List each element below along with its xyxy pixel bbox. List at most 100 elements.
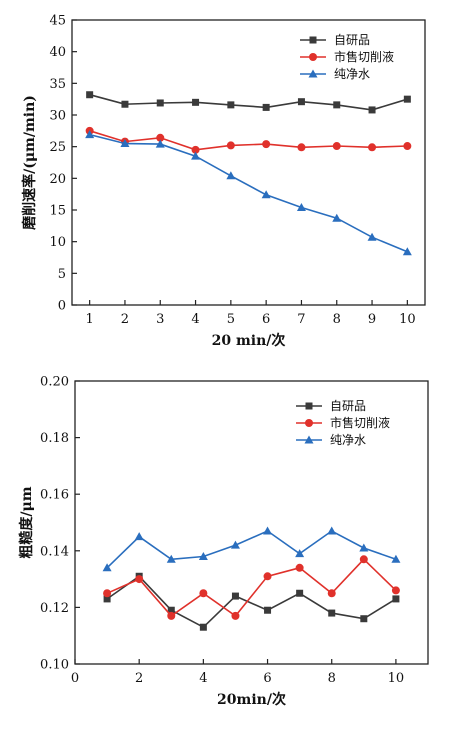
data-point (333, 101, 341, 109)
data-point (199, 589, 208, 598)
y-tick-label: 45 (49, 14, 66, 29)
data-point (332, 142, 341, 151)
data-point (199, 623, 207, 631)
x-tick-label: 8 (333, 312, 341, 327)
x-tick-label: 6 (263, 671, 271, 686)
data-point (230, 540, 240, 549)
x-tick-label: 6 (262, 312, 270, 327)
data-point (262, 103, 270, 111)
y-tick-label: 5 (58, 267, 66, 282)
data-point (391, 586, 400, 595)
legend-marker (305, 419, 313, 427)
data-point (368, 106, 376, 114)
data-point (327, 526, 337, 535)
y-tick-label: 10 (49, 235, 66, 250)
data-point (156, 133, 165, 142)
series-2 (103, 555, 400, 620)
x-tick-label: 8 (328, 671, 336, 686)
series-line (89, 130, 408, 151)
data-point (121, 100, 129, 108)
series-line (89, 133, 408, 253)
data-point (227, 101, 235, 109)
data-point (297, 143, 306, 152)
data-point (262, 140, 271, 149)
data-point (332, 213, 342, 222)
legend-label: 纯净水 (334, 67, 370, 81)
x-axis-label: 20min/次 (217, 691, 286, 708)
data-point (295, 563, 304, 572)
data-point (263, 572, 272, 581)
data-point (198, 551, 208, 560)
data-point (296, 589, 304, 597)
y-tick-label: 0.20 (40, 375, 69, 390)
y-tick-label: 15 (49, 204, 66, 219)
y-tick-label: 0.16 (40, 488, 69, 503)
data-point (134, 532, 144, 541)
series-3 (102, 526, 401, 572)
x-tick-label: 4 (191, 312, 199, 327)
data-point (297, 98, 305, 106)
x-tick-label: 7 (297, 312, 305, 327)
series-3 (85, 130, 412, 256)
data-point (264, 606, 272, 614)
y-tick-label: 25 (49, 140, 66, 155)
legend-label: 市售切削液 (330, 415, 390, 430)
y-tick-label: 0.12 (40, 601, 69, 616)
x-tick-label: 10 (388, 671, 405, 686)
data-point (156, 99, 164, 107)
x-tick-label: 3 (156, 312, 164, 327)
legend-marker (304, 435, 314, 444)
data-point (231, 592, 239, 600)
series-line (89, 93, 408, 111)
y-tick-label: 40 (49, 45, 66, 60)
data-point (192, 98, 200, 106)
series-1 (103, 572, 400, 631)
data-point (103, 595, 111, 603)
data-point (328, 609, 336, 617)
y-tick-label: 0.10 (40, 658, 69, 673)
data-point (103, 589, 112, 598)
y-tick-label: 0 (58, 299, 66, 314)
y-tick-label: 0.18 (40, 431, 69, 446)
data-point (403, 142, 412, 151)
legend-label: 市售切削液 (334, 49, 394, 64)
legend-label: 自研品 (330, 399, 366, 413)
series-2 (85, 126, 412, 154)
y-tick-label: 0.14 (40, 544, 69, 559)
legend-label: 纯净水 (330, 433, 366, 447)
legend-marker (305, 402, 313, 410)
chart-2: 0.10 0.12 0.14 0.16 0.18 0.20 0 2 4 6 8 10 20min/次 粗糙… (18, 375, 429, 708)
x-tick-label: 10 (399, 312, 416, 327)
plot-frame (74, 380, 429, 665)
data-point (135, 575, 144, 584)
data-point (226, 141, 235, 150)
x-tick-label: 5 (227, 312, 235, 327)
y-axis-label: 粗糙度/μm (18, 486, 35, 558)
y-tick-label: 35 (49, 77, 66, 92)
x-tick-label: 2 (135, 671, 143, 686)
legend-marker (309, 53, 317, 61)
data-point (392, 595, 400, 603)
data-point (226, 171, 236, 180)
series-line (106, 530, 397, 569)
data-point (359, 543, 369, 552)
y-tick-label: 30 (49, 109, 66, 124)
x-tick-label: 9 (368, 312, 376, 327)
data-point (167, 611, 176, 620)
data-point (191, 145, 200, 154)
data-point (102, 563, 112, 572)
data-point (120, 139, 130, 147)
data-point (403, 95, 411, 103)
data-point (327, 589, 336, 598)
series-line (106, 575, 397, 629)
plot-frame (71, 19, 426, 306)
data-point (368, 143, 377, 152)
data-point (191, 151, 201, 160)
x-tick-label: 0 (71, 671, 79, 686)
data-point (85, 130, 95, 139)
series-line (106, 558, 397, 617)
series-1 (86, 91, 411, 114)
x-tick-label: 2 (121, 312, 129, 327)
